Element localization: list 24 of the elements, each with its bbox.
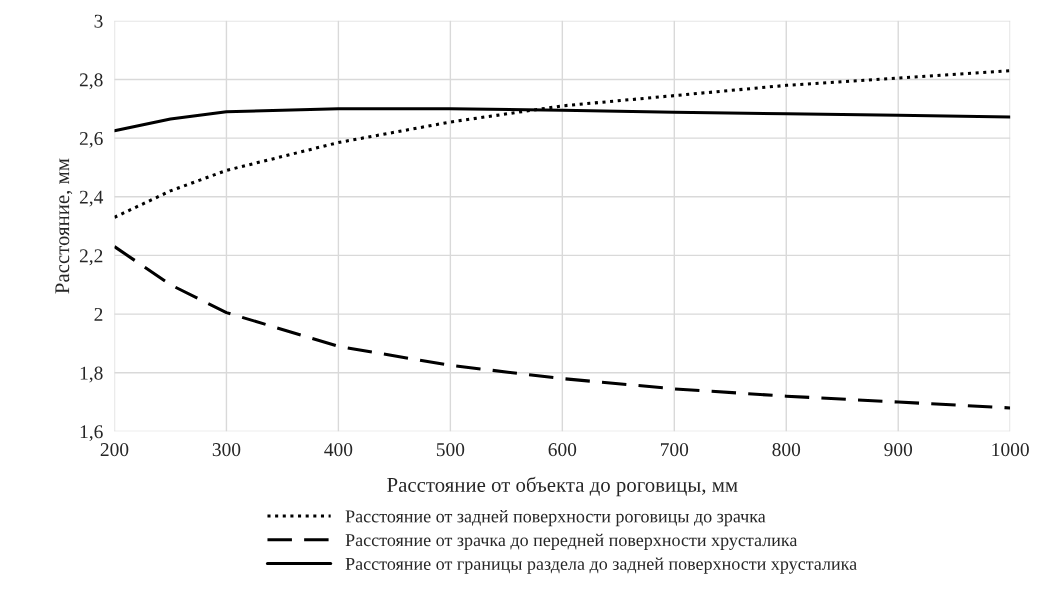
- x-tick-label: 400: [324, 443, 353, 457]
- x-tick-label: 1000: [992, 443, 1029, 457]
- x-tick-label: 500: [436, 443, 465, 457]
- y-tick-label: 2,2: [79, 249, 103, 266]
- y-tick-label: 2,8: [79, 73, 103, 90]
- legend-label: Расстояние от границы раздела до задней поверхности хрусталика: [345, 557, 857, 574]
- y-tick-label: 1,6: [80, 425, 103, 442]
- legend-label: Расстояние от задней поверхности роговицы до зрачка: [345, 509, 766, 527]
- y-axis-title: Расстояние, мм: [55, 158, 73, 294]
- x-tick-label: 200: [100, 443, 129, 457]
- legend-label: Расстояние от зрачка до передней поверхности хрусталика: [345, 533, 798, 550]
- x-axis-title: Расстояние от объекта до роговицы, мм: [387, 476, 738, 497]
- x-tick-label: 900: [884, 443, 913, 457]
- y-tick-label: 2: [94, 307, 103, 321]
- y-tick-label: 2,4: [79, 190, 104, 207]
- y-tick-label: 3: [94, 14, 103, 28]
- x-tick-label: 700: [660, 443, 689, 457]
- x-tick-label: 800: [772, 443, 801, 457]
- y-tick-label: 1,8: [80, 366, 103, 383]
- x-tick-label: 300: [212, 443, 241, 457]
- line-series: [114, 245, 1011, 410]
- y-tick-label: 2,6: [79, 132, 103, 148]
- x-tick-label: 600: [548, 443, 577, 457]
- line-series: [114, 69, 1011, 219]
